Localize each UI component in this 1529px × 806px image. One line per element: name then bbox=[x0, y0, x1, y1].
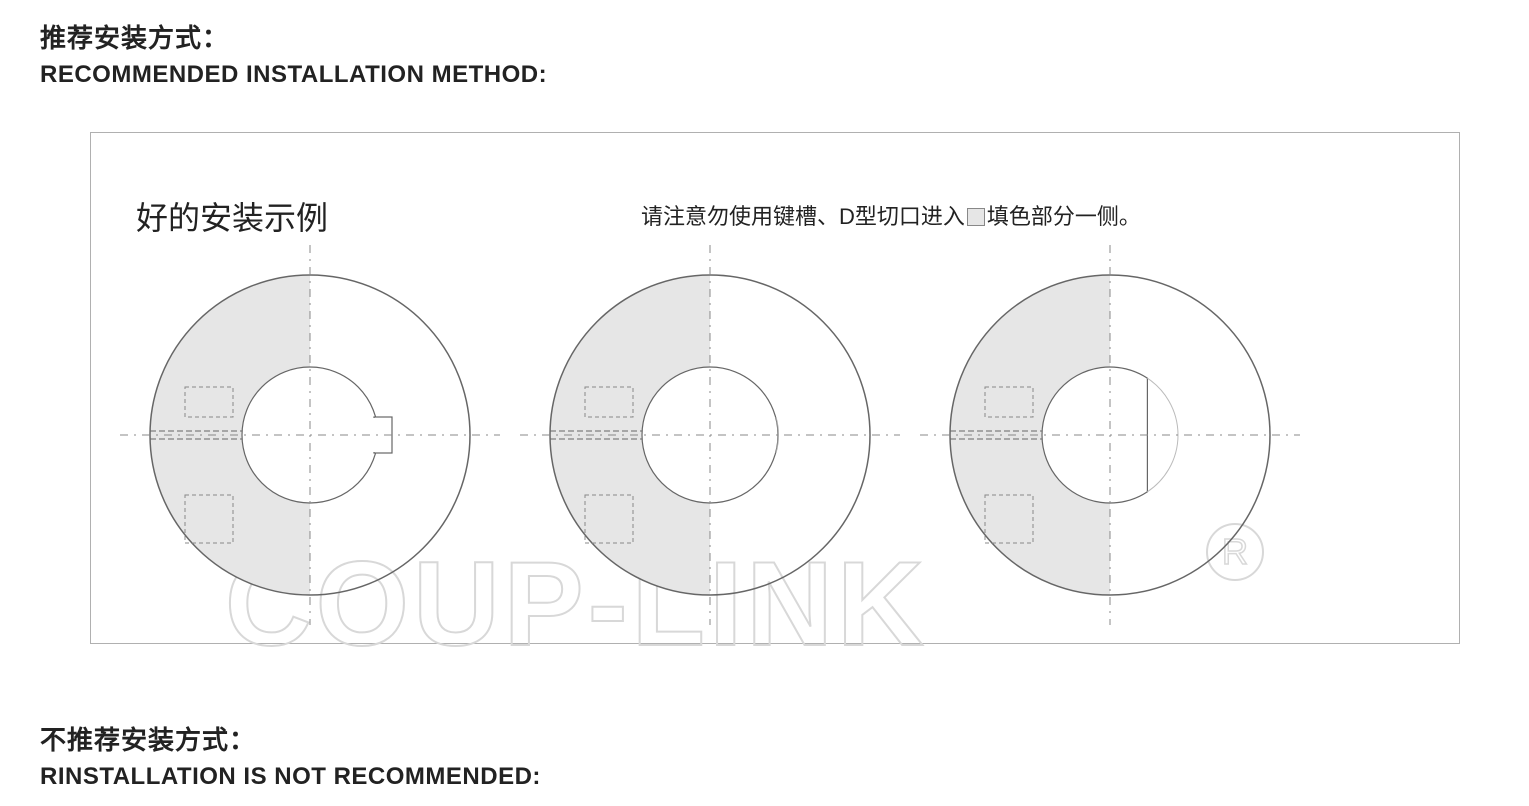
note-suffix: 填色部分一侧。 bbox=[987, 204, 1141, 229]
coupling-diagram bbox=[515, 240, 905, 630]
top-heading-cn: 推荐安装方式： bbox=[40, 18, 547, 55]
box-title: 好的安装示例 bbox=[136, 193, 328, 239]
coupling-diagram bbox=[115, 240, 505, 630]
bottom-heading-en: RINSTALLATION IS NOT RECOMMENDED: bbox=[40, 763, 541, 791]
bottom-heading-cn: 不推荐安装方式： bbox=[40, 720, 541, 757]
box-note: 请注意勿使用键槽、D型切口进入填色部分一侧。 bbox=[641, 199, 1141, 231]
top-heading-en: RECOMMENDED INSTALLATION METHOD: bbox=[40, 61, 547, 89]
note-prefix: 请注意勿使用键槽、D型切口进入 bbox=[641, 204, 965, 229]
note-shade-swatch bbox=[967, 208, 985, 226]
top-heading: 推荐安装方式： RECOMMENDED INSTALLATION METHOD: bbox=[40, 18, 547, 89]
bottom-heading: 不推荐安装方式： RINSTALLATION IS NOT RECOMMENDE… bbox=[40, 720, 541, 791]
coupling-diagram bbox=[915, 240, 1305, 630]
